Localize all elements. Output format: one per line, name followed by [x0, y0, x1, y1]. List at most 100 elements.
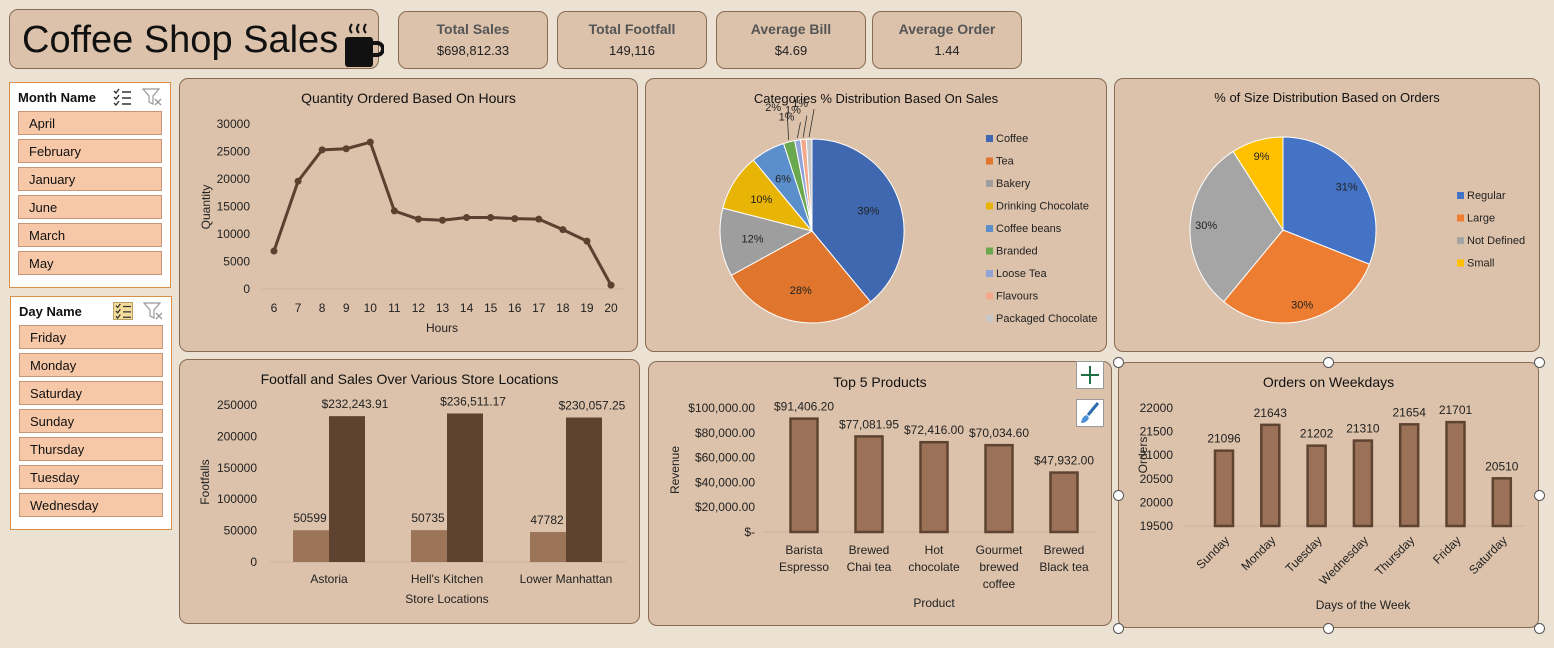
pie-slice-not-defined — [1189, 150, 1284, 303]
y-tick-label: 22000 — [1140, 401, 1174, 415]
size-pie-svg: 31% 30% 30% 9% Regular Large Not Defined Small — [1189, 136, 1525, 324]
x-tick-label: 20 — [604, 301, 618, 315]
data-label: 31% — [1336, 182, 1358, 194]
data-label: 50735 — [411, 511, 445, 525]
y-tick-label: 5000 — [223, 255, 250, 269]
slicer-item-may[interactable]: May — [18, 251, 162, 275]
bar — [1491, 477, 1513, 528]
resize-handle[interactable] — [1534, 623, 1545, 634]
slicer-item-wednesday[interactable]: Wednesday — [19, 493, 163, 517]
slicer-item-tuesday[interactable]: Tuesday — [19, 465, 163, 489]
category-pie-chart[interactable]: Categories % Distribution Based On Sales… — [645, 78, 1107, 352]
dashboard-title-box: Coffee Shop Sales — [9, 9, 384, 69]
slicer-item-february[interactable]: February — [18, 139, 162, 163]
store-bar-svg: 250000 200000 150000 100000 50000 0 50599 $232,… — [198, 394, 626, 606]
x-tick-label: 15 — [484, 301, 498, 315]
data-label: 47782 — [530, 513, 564, 527]
x-tick-label: Saturday — [1466, 533, 1510, 577]
slicer-item-april[interactable]: April — [18, 111, 162, 135]
x-tick-label: Espresso — [779, 560, 829, 574]
resize-handle[interactable] — [1323, 623, 1334, 634]
slicer-item-monday[interactable]: Monday — [19, 353, 163, 377]
resize-handle[interactable] — [1113, 490, 1124, 501]
paintbrush-icon — [1081, 402, 1100, 423]
clear-filter-icon[interactable] — [143, 302, 163, 320]
slicer-item-thursday[interactable]: Thursday — [19, 437, 163, 461]
data-label: 1% — [792, 98, 808, 110]
resize-handle[interactable] — [1534, 490, 1545, 501]
x-tick-label: 17 — [532, 301, 546, 315]
data-label: $236,511.17 — [440, 394, 506, 408]
legend-label: Coffee — [996, 133, 1028, 145]
slicer-item-sunday[interactable]: Sunday — [19, 409, 163, 433]
line-chart-svg: 30000 25000 20000 15000 10000 5000 0 6 7 8 9 10 11 12… — [199, 117, 623, 335]
resize-handle[interactable] — [1534, 357, 1545, 368]
y-tick-label: $- — [744, 525, 755, 539]
data-label: 30% — [1291, 300, 1313, 312]
size-pie-chart[interactable]: % of Size Distribution Based on Orders 3… — [1114, 78, 1540, 352]
top-products-chart[interactable]: Top 5 Products $100,000.00 $80,000.00 $60,… — [648, 361, 1112, 626]
kpi-total-footfall: Total Footfall 149,116 — [557, 11, 707, 69]
x-tick-label: Astoria — [310, 572, 348, 586]
multi-select-icon[interactable] — [113, 302, 133, 320]
x-axis-label: Product — [913, 596, 955, 610]
x-tick-label: 11 — [388, 301, 401, 315]
data-label: 1% — [785, 105, 801, 117]
y-tick-label: 25000 — [217, 145, 251, 159]
data-label: 50599 — [293, 511, 327, 525]
chart-title: Top 5 Products — [833, 374, 927, 390]
y-tick-label: 150000 — [217, 461, 257, 475]
data-label: $47,932.00 — [1034, 454, 1094, 468]
legend-swatch — [986, 135, 993, 142]
slicer-item-saturday[interactable]: Saturday — [19, 381, 163, 405]
clear-filter-icon[interactable] — [142, 88, 162, 106]
legend-swatch — [986, 225, 993, 232]
pie-slice-packaged-chocolate — [805, 138, 813, 232]
kpi-total-sales: Total Sales $698,812.33 — [398, 11, 548, 69]
legend-swatch — [986, 292, 993, 300]
resize-handle[interactable] — [1113, 623, 1124, 634]
chart-title: Orders on Weekdays — [1262, 374, 1395, 390]
legend-swatch — [1457, 237, 1464, 244]
data-label: $70,034.60 — [969, 426, 1029, 440]
data-point — [342, 145, 350, 153]
data-label: 6% — [775, 173, 791, 185]
multi-select-icon[interactable] — [112, 88, 132, 106]
slicer-item-march[interactable]: March — [18, 223, 162, 247]
data-label: $77,081.95 — [839, 417, 899, 431]
chart-title: Quantity Ordered Based On Hours — [301, 90, 516, 106]
data-label: $230,057.25 — [559, 399, 626, 413]
data-point — [535, 215, 543, 223]
add-chart-element-button[interactable] — [1076, 361, 1104, 389]
x-tick-label: 13 — [436, 301, 450, 315]
x-tick-label: Gourmet — [976, 543, 1023, 557]
resize-handle[interactable] — [1113, 357, 1124, 368]
slicer-item-friday[interactable]: Friday — [19, 325, 163, 349]
x-tick-label: Friday — [1430, 533, 1463, 566]
chart-styles-button[interactable] — [1076, 399, 1104, 427]
slicer-item-january[interactable]: January — [18, 167, 162, 191]
bar — [329, 416, 365, 562]
store-location-chart[interactable]: Footfall and Sales Over Various Store Lo… — [179, 359, 640, 624]
data-point — [511, 215, 519, 223]
legend-swatch — [986, 315, 993, 322]
slicer-item-june[interactable]: June — [18, 195, 162, 219]
bar — [566, 417, 602, 562]
data-label: 28% — [790, 285, 812, 297]
y-tick-label: 30000 — [217, 117, 251, 131]
legend-swatch — [986, 202, 993, 210]
resize-handle[interactable] — [1323, 357, 1334, 368]
x-tick-label: chocolate — [908, 560, 960, 574]
kpi-value: 149,116 — [608, 43, 656, 58]
x-tick-label: coffee — [983, 577, 1016, 591]
hourly-quantity-chart[interactable]: Quantity Ordered Based On Hours 30000 250… — [179, 78, 638, 352]
kpi-label: Average Bill — [750, 21, 832, 37]
kpi-label: Total Footfall — [588, 21, 676, 37]
leader-line — [796, 122, 801, 139]
legend-label: Coffee beans — [996, 223, 1062, 235]
bar — [919, 440, 949, 534]
x-tick-label: Chai tea — [847, 560, 892, 574]
data-point — [463, 214, 471, 221]
weekday-orders-chart[interactable]: Orders on Weekdays 22000 21500 21000 20500 2… — [1118, 362, 1539, 628]
data-point — [414, 215, 422, 223]
